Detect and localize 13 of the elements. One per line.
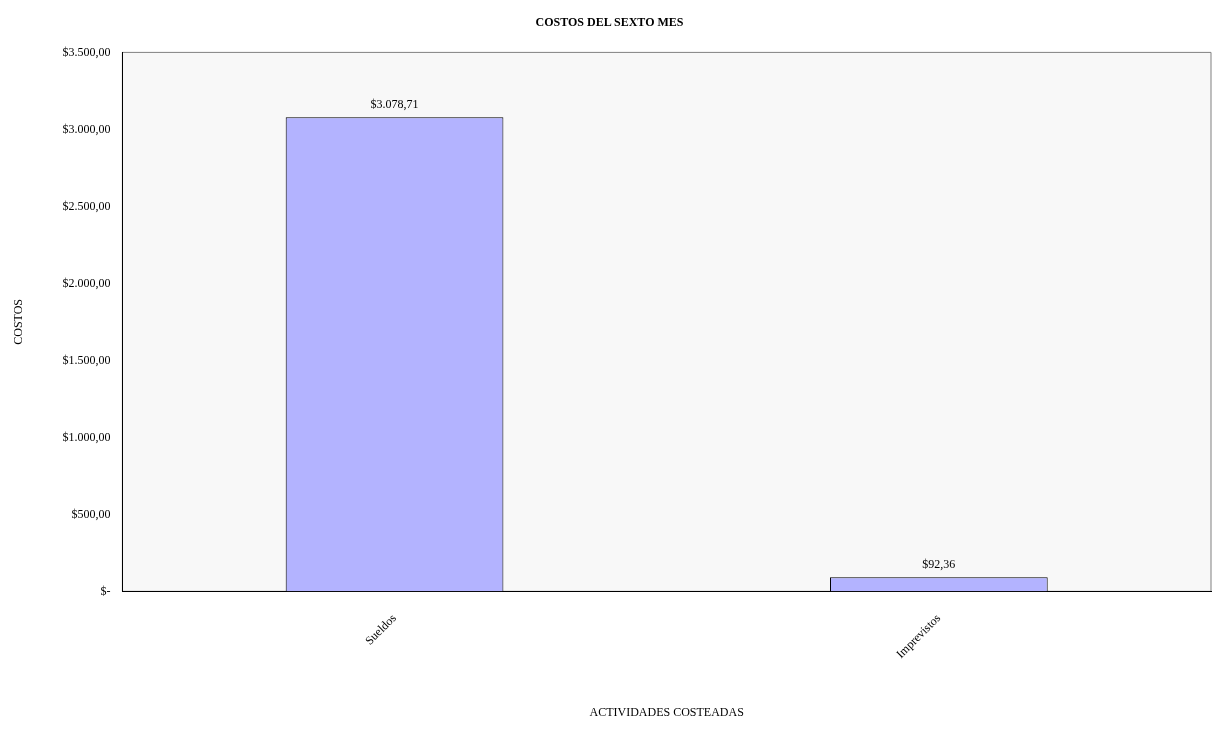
y-tick-label: $500,00 <box>71 506 111 521</box>
y-tick-label: $3.500,00 <box>62 44 111 59</box>
y-axis-title: COSTOS <box>11 298 26 345</box>
y-tick-label: $1.500,00 <box>62 352 111 367</box>
data-label: $3.078,71 <box>370 97 419 112</box>
y-tick-label: $1.000,00 <box>62 429 111 444</box>
y-tick-label: $- <box>100 583 111 598</box>
data-label: $92,36 <box>922 557 956 572</box>
y-tick-label: $2.500,00 <box>62 198 111 213</box>
chart-title: COSTOS DEL SEXTO MES <box>535 15 684 30</box>
y-tick-label: $2.000,00 <box>62 275 111 290</box>
y-tick-label: $3.000,00 <box>62 121 111 136</box>
x-axis-title: ACTIVIDADES COSTEADAS <box>589 704 744 719</box>
